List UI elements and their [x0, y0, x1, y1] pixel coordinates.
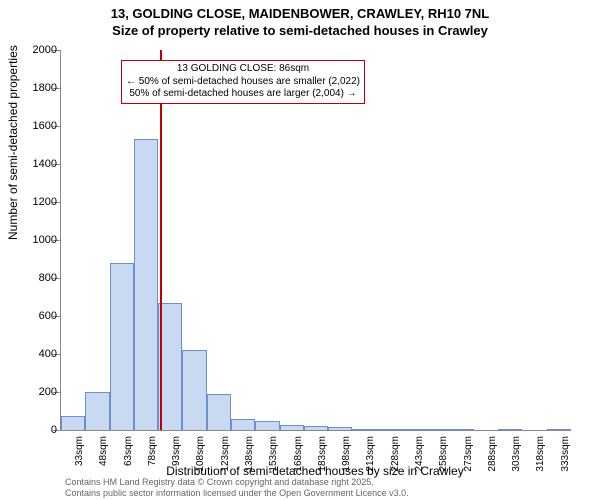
histogram-bar: [547, 429, 571, 430]
histogram-bar: [425, 429, 449, 430]
y-axis-label: Number of semi-detached properties: [6, 45, 20, 240]
y-tick-label: 1600: [17, 120, 57, 132]
y-tick-label: 400: [17, 348, 57, 360]
histogram-bar: [182, 350, 206, 430]
title-line-1: 13, GOLDING CLOSE, MAIDENBOWER, CRAWLEY,…: [0, 6, 600, 23]
annotation-line-2: ← 50% of semi-detached houses are smalle…: [126, 76, 360, 89]
footer-line-2: Contains public sector information licen…: [65, 488, 409, 498]
histogram-bar: [158, 303, 182, 430]
histogram-bar: [207, 394, 231, 430]
y-tick-label: 0: [17, 424, 57, 436]
y-tick-label: 800: [17, 272, 57, 284]
histogram-bar: [85, 392, 109, 430]
annotation-line-1: 13 GOLDING CLOSE: 86sqm: [126, 63, 360, 76]
y-tick-label: 1200: [17, 196, 57, 208]
annotation-line-3: 50% of semi-detached houses are larger (…: [126, 88, 360, 101]
x-tick-label: 63sqm: [123, 436, 134, 466]
chart-container: 13, GOLDING CLOSE, MAIDENBOWER, CRAWLEY,…: [0, 0, 600, 500]
y-tick-label: 600: [17, 310, 57, 322]
footer-line-1: Contains HM Land Registry data © Crown c…: [65, 477, 409, 487]
histogram-bar: [401, 429, 425, 430]
histogram-bar: [231, 419, 255, 430]
histogram-bar: [304, 426, 328, 430]
title-line-2: Size of property relative to semi-detach…: [0, 23, 600, 40]
histogram-bar: [352, 429, 376, 430]
histogram-bar: [134, 139, 158, 430]
y-tick-label: 2000: [17, 44, 57, 56]
y-tick-label: 1400: [17, 158, 57, 170]
y-tick-label: 1800: [17, 82, 57, 94]
histogram-bar: [280, 425, 304, 430]
histogram-bar: [61, 416, 85, 430]
marker-line: [160, 50, 162, 430]
y-tick-label: 200: [17, 386, 57, 398]
plot-area: 020040060080010001200140016001800200033s…: [60, 50, 571, 431]
x-tick-label: 93sqm: [171, 436, 182, 466]
y-tick-label: 1000: [17, 234, 57, 246]
histogram-bar: [498, 429, 522, 430]
x-axis-label: Distribution of semi-detached houses by …: [60, 464, 570, 478]
histogram-bar: [110, 263, 134, 430]
histogram-bar: [450, 429, 474, 430]
annotation-box: 13 GOLDING CLOSE: 86sqm← 50% of semi-det…: [121, 60, 365, 104]
chart-title: 13, GOLDING CLOSE, MAIDENBOWER, CRAWLEY,…: [0, 0, 600, 40]
histogram-bar: [255, 421, 279, 431]
x-tick-label: 33sqm: [74, 436, 85, 466]
histogram-bar: [377, 429, 401, 430]
x-tick-label: 48sqm: [98, 436, 109, 466]
footer-attribution: Contains HM Land Registry data © Crown c…: [65, 477, 409, 498]
histogram-bar: [328, 427, 352, 430]
x-tick-label: 78sqm: [147, 436, 158, 466]
